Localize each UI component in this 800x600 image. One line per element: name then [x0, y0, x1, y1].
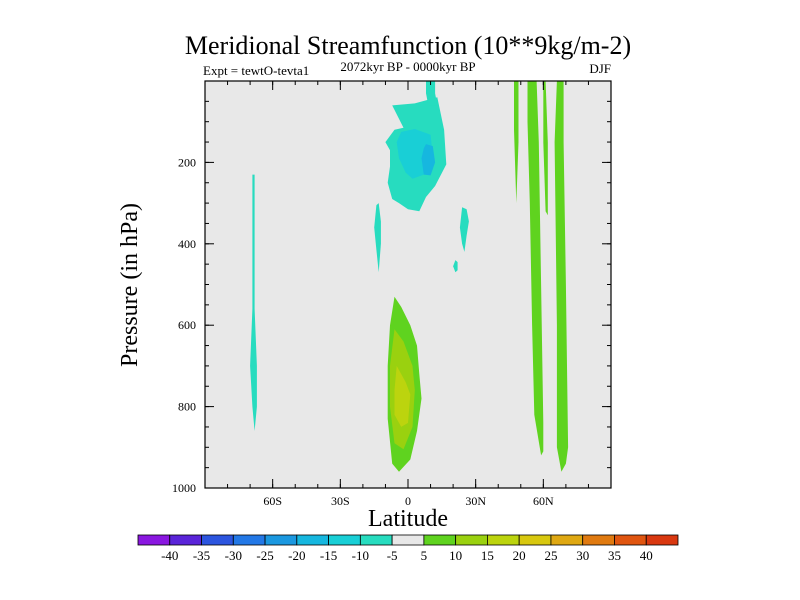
experiment-annotation: Expt = tewtO-tevta1	[203, 63, 309, 78]
contour-upper-tropical-stratosphere-jet	[426, 81, 438, 106]
colorbar-swatch	[169, 534, 202, 546]
colorbar-swatch	[614, 534, 647, 546]
contour-regions	[250, 81, 569, 472]
colorbar-label: 30	[576, 548, 589, 563]
colorbar-swatch	[296, 534, 329, 546]
colorbar-swatch	[518, 534, 552, 546]
chart-title: Meridional Streamfunction (10**9kg/m-2)	[185, 31, 631, 60]
colorbar-label: 40	[640, 548, 653, 563]
colorbar-swatch	[645, 534, 679, 546]
colorbar-swatch	[232, 534, 266, 546]
x-axis-label: Latitude	[368, 506, 448, 532]
colorbar-swatch	[550, 534, 584, 546]
colorbar-label: -35	[193, 548, 210, 563]
colorbar-label: 25	[544, 548, 557, 563]
contour-sh-subtropic-streak	[374, 203, 381, 273]
contour-lower-tropical-inner	[394, 365, 411, 427]
colorbar-swatch	[455, 534, 488, 546]
contour-nh-column-1	[514, 81, 519, 204]
contour-nh-subtropic-streak	[459, 207, 469, 252]
colorbar-label: 5	[421, 548, 428, 563]
colorbar-swatch	[582, 534, 615, 546]
colorbar-swatch	[391, 534, 425, 546]
colorbar-label: -10	[352, 548, 369, 563]
x-tick-label: 0	[405, 494, 411, 508]
colorbar-label: 20	[513, 548, 526, 563]
x-tick-label: 60N	[533, 494, 554, 508]
colorbar-label: -30	[225, 548, 242, 563]
contour-nh-column-2	[527, 81, 544, 456]
colorbar	[137, 534, 679, 546]
colorbar-label: -15	[320, 548, 337, 563]
contour-nh-column-4	[554, 81, 569, 472]
colorbar-label: 10	[449, 548, 462, 563]
tick-labels: 60S 30S 0 30N 60N 200 400 600 800 1000	[172, 155, 554, 508]
y-tick-label: 800	[178, 400, 196, 414]
y-tick-label: 400	[178, 237, 196, 251]
colorbar-swatch	[264, 534, 298, 546]
colorbar-label: 35	[608, 548, 621, 563]
colorbar-swatch	[359, 534, 393, 546]
y-tick-label: 200	[178, 155, 196, 169]
colorbar-label: -25	[256, 548, 273, 563]
contour-upper-tropical-inner	[421, 144, 436, 176]
contour-sh-thin-column	[250, 174, 257, 431]
colorbar-label: -5	[387, 548, 398, 563]
y-axis-label: Pressure (in hPa)	[117, 203, 143, 367]
season-annotation: DJF	[589, 61, 611, 76]
colorbar-labels: -40 -35 -30 -25 -20 -15 -10 -5 5 10 15 20 25 30 35 40	[161, 548, 653, 563]
colorbar-swatch	[201, 534, 234, 546]
chart-subtitle: 2072kyr BP - 0000kyr BP	[340, 59, 475, 74]
colorbar-swatch	[487, 534, 520, 546]
x-tick-label: 30N	[465, 494, 486, 508]
contour-nh-column-3	[543, 81, 548, 216]
y-tick-label: 1000	[172, 481, 196, 495]
colorbar-swatch	[423, 534, 457, 546]
x-tick-label: 30S	[331, 494, 350, 508]
x-tick-label: 60S	[263, 494, 282, 508]
colorbar-swatch	[328, 534, 361, 546]
y-tick-label: 600	[178, 318, 196, 332]
colorbar-label: -40	[161, 548, 178, 563]
colorbar-swatch	[137, 534, 171, 546]
plot-frame	[204, 80, 612, 489]
colorbar-label: 15	[481, 548, 494, 563]
contour-nh-subtropic-dot	[453, 260, 458, 273]
colorbar-label: -20	[288, 548, 305, 563]
